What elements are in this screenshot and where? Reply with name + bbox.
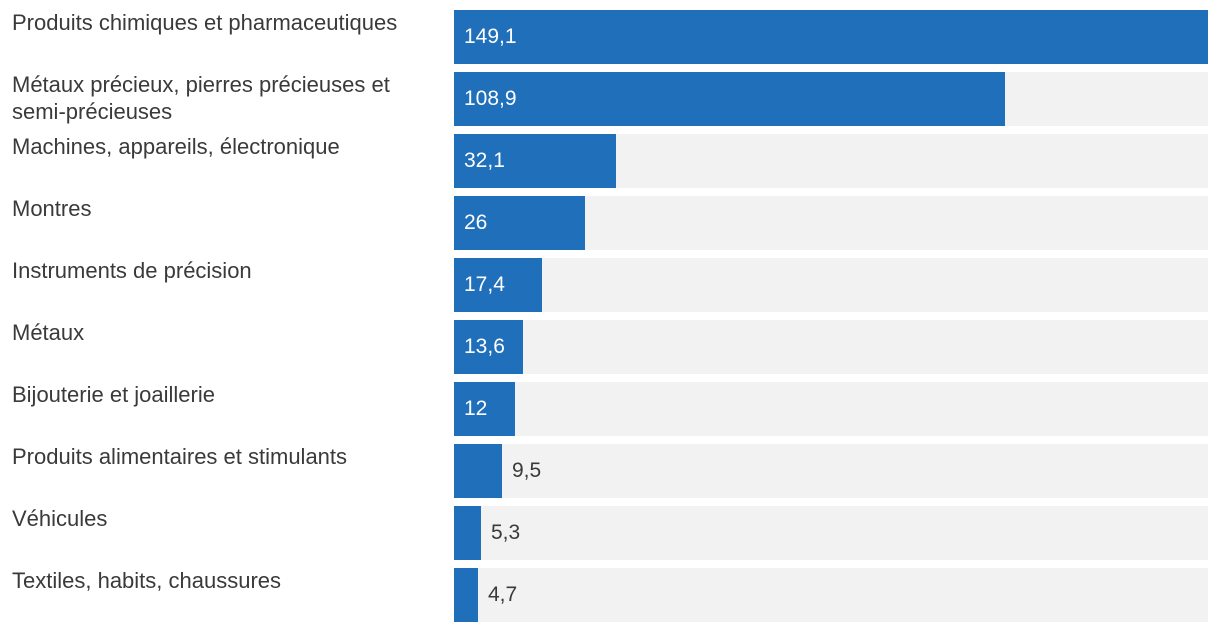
- category-label: Véhicules: [12, 506, 108, 531]
- bar-row: Produits chimiques et pharmaceutiques 149…: [0, 10, 1220, 64]
- bar-track: 9,5: [454, 444, 1208, 498]
- bar-row: Machines, appareils, électronique 32,1: [0, 134, 1220, 188]
- bar: [454, 444, 502, 498]
- bar-track: 5,3: [454, 506, 1208, 560]
- value-label: 26: [464, 211, 488, 234]
- value-label: 12: [464, 397, 488, 420]
- category-label: Instruments de précision: [12, 258, 252, 283]
- bar-row: Produits alimentaires et stimulants 9,5: [0, 444, 1220, 498]
- category-label: Bijouterie et joaillerie: [12, 382, 215, 407]
- category-label: Métaux précieux, pierres précieuses et s…: [12, 72, 390, 124]
- value-label: 4,7: [488, 583, 518, 606]
- value-label: 108,9: [464, 87, 517, 110]
- value-label: 9,5: [512, 459, 542, 482]
- bar-track: 149,1: [454, 10, 1208, 64]
- bar-row: Métaux précieux, pierres précieuses et s…: [0, 72, 1220, 126]
- bar-track: 17,4: [454, 258, 1208, 312]
- bar-track: 12: [454, 382, 1208, 436]
- bar-track: 13,6: [454, 320, 1208, 374]
- bar: [454, 320, 523, 374]
- category-label: Métaux: [12, 320, 85, 345]
- value-label: 32,1: [464, 149, 505, 172]
- category-label: Produits chimiques et pharmaceutiques: [12, 10, 398, 35]
- category-label: Produits alimentaires et stimulants: [12, 444, 348, 469]
- category-label: Textiles, habits, chaussures: [12, 568, 282, 593]
- category-label: Montres: [12, 196, 92, 221]
- bar: [454, 10, 1208, 64]
- value-label: 5,3: [491, 521, 521, 544]
- bar-row: Bijouterie et joaillerie 12: [0, 382, 1220, 436]
- bar: [454, 382, 515, 436]
- bar-track: 32,1: [454, 134, 1208, 188]
- bar-track: 4,7: [454, 568, 1208, 622]
- bar-row: Montres 26: [0, 196, 1220, 250]
- bar: [454, 506, 481, 560]
- bar-row: Véhicules 5,3: [0, 506, 1220, 560]
- bar-row: Instruments de précision 17,4: [0, 258, 1220, 312]
- bar: [454, 196, 585, 250]
- bar: [454, 134, 616, 188]
- bar-track: 26: [454, 196, 1208, 250]
- value-label: 149,1: [464, 25, 517, 48]
- bar-row: Textiles, habits, chaussures 4,7: [0, 568, 1220, 622]
- bar-track: 108,9: [454, 72, 1208, 126]
- bar: [454, 568, 478, 622]
- value-label: 13,6: [464, 335, 505, 358]
- bar-row: Métaux 13,6: [0, 320, 1220, 374]
- value-label: 17,4: [464, 273, 505, 296]
- bar: [454, 258, 542, 312]
- category-label: Machines, appareils, électronique: [12, 134, 340, 159]
- bar: [454, 72, 1005, 126]
